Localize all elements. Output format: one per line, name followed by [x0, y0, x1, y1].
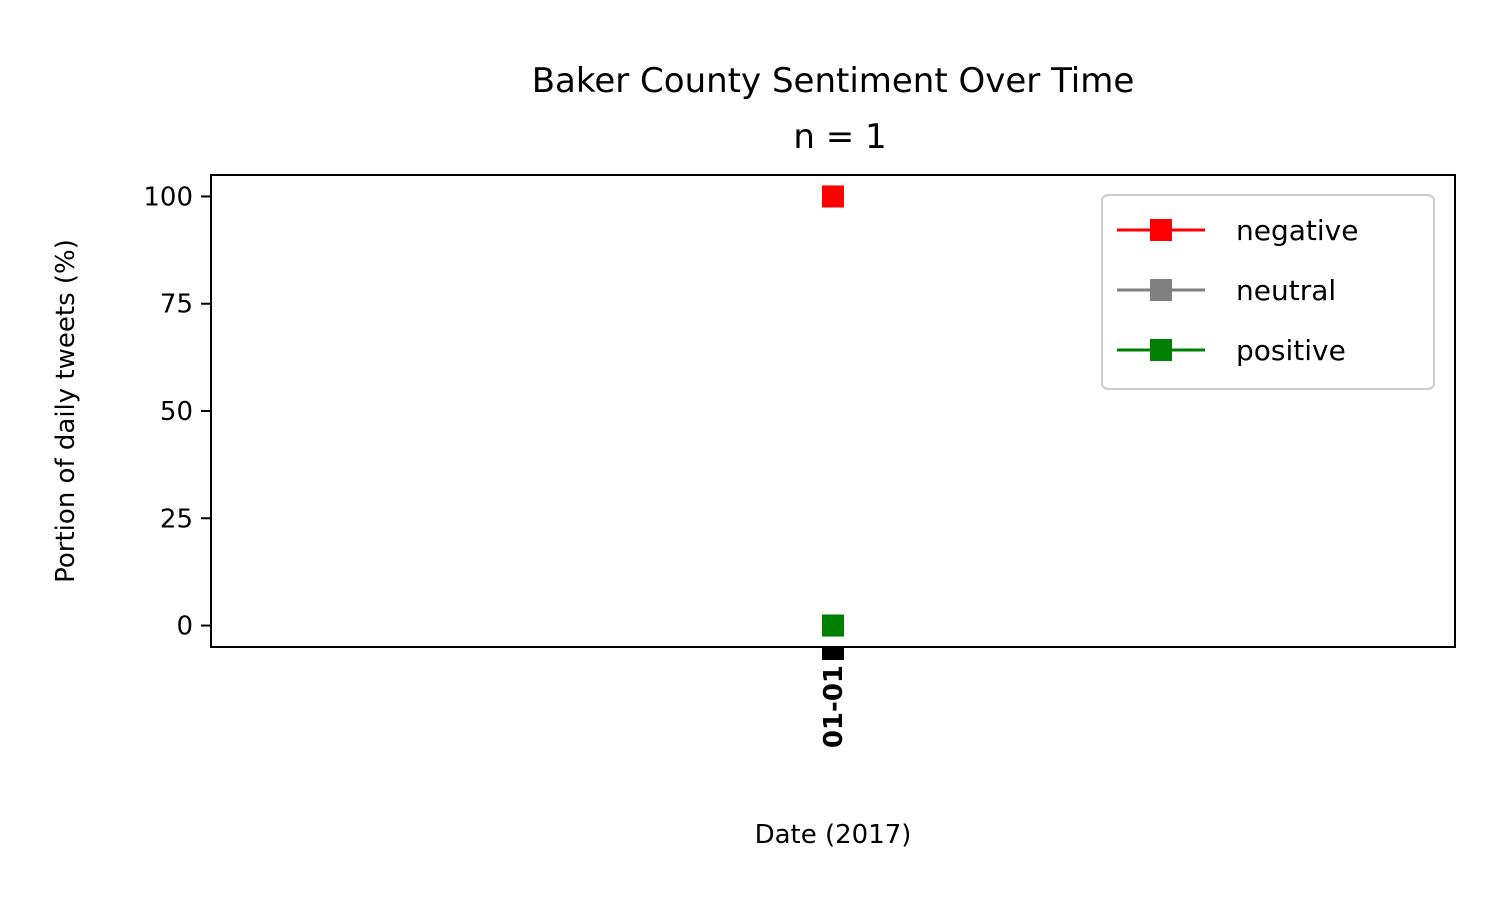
- legend-marker-negative: [1150, 219, 1172, 241]
- y-axis: 0 25 50 75 100: [143, 182, 211, 642]
- y-tick-label: 100: [143, 182, 193, 212]
- chart-subtitle: n = 1: [793, 117, 886, 157]
- x-tick-overlap-mark: [822, 648, 844, 660]
- legend-label-neutral: neutral: [1236, 274, 1336, 307]
- y-tick-label: 25: [160, 504, 193, 534]
- x-axis-label: Date (2017): [755, 820, 912, 850]
- legend: negative neutral positive: [1101, 194, 1435, 390]
- legend-label-negative: negative: [1236, 214, 1358, 247]
- y-tick-label: 75: [160, 290, 193, 320]
- marker-negative: [822, 185, 844, 208]
- x-axis: 01-01: [819, 647, 849, 748]
- marker-positive: [822, 614, 844, 637]
- y-axis-label: Portion of daily tweets (%): [51, 239, 81, 583]
- legend-marker-positive: [1150, 339, 1172, 361]
- data-marks: [822, 185, 844, 637]
- y-tick-label: 0: [176, 612, 193, 642]
- x-tick-label: 01-01: [819, 665, 849, 748]
- legend-box: [1101, 194, 1435, 390]
- legend-label-positive: positive: [1236, 334, 1346, 367]
- y-tick-label: 50: [160, 397, 193, 427]
- chart-title: Baker County Sentiment Over Time: [532, 61, 1135, 101]
- legend-marker-neutral: [1150, 279, 1172, 301]
